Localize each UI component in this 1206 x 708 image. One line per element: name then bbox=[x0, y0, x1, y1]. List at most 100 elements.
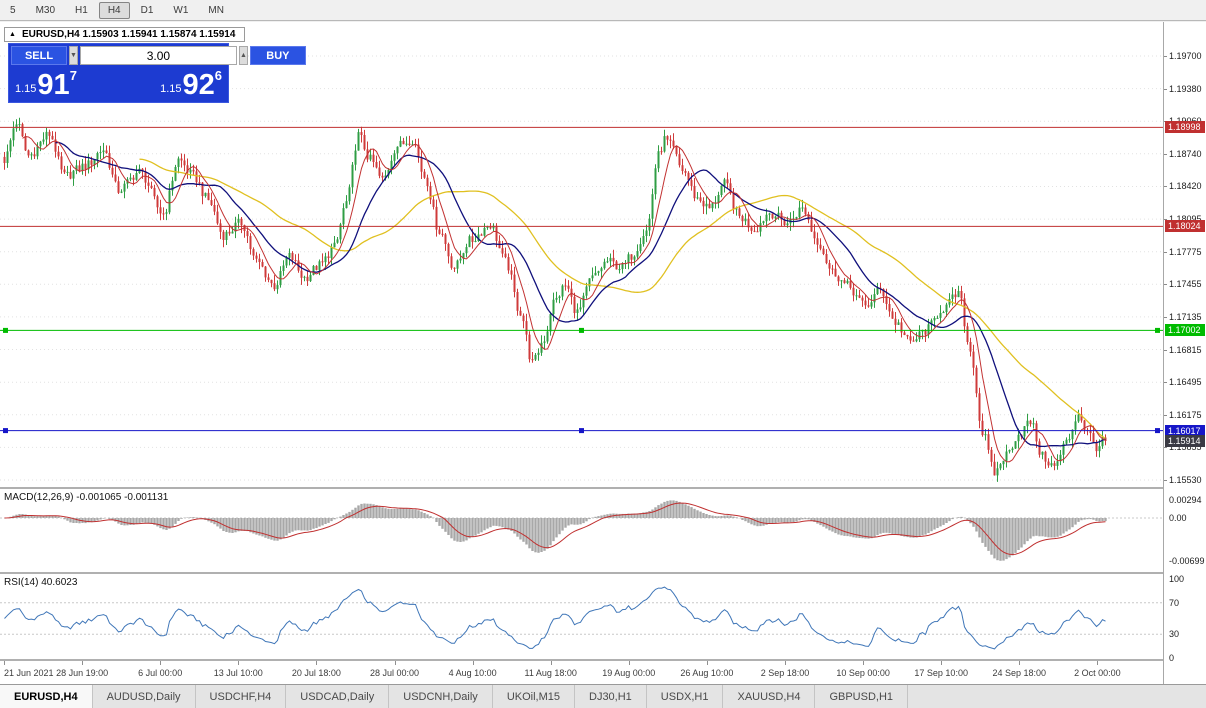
candlestick-chart[interactable] bbox=[0, 22, 1163, 487]
chart-tab-USDCAD-Daily[interactable]: USDCAD,Daily bbox=[286, 685, 390, 708]
rsi-axis-label: 0 bbox=[1169, 653, 1175, 663]
time-axis-label: 4 Aug 10:00 bbox=[448, 668, 497, 678]
price-axis-label: 1.18740 bbox=[1169, 148, 1202, 159]
scale-separator bbox=[1163, 22, 1164, 684]
time-axis-tick bbox=[238, 661, 240, 665]
hline-handle bbox=[3, 428, 8, 434]
price-axis-tick bbox=[1164, 56, 1167, 57]
time-axis-tick bbox=[1019, 661, 1021, 665]
rsi-axis-label: 30 bbox=[1169, 629, 1180, 640]
sell-price: 1.15 91 7 bbox=[15, 67, 77, 100]
time-axis-label: 2 Sep 18:00 bbox=[760, 668, 810, 678]
price-axis-label: 1.18420 bbox=[1169, 181, 1202, 192]
main-chart-panel[interactable]: ▲ EURUSD,H4 1.15903 1.15941 1.15874 1.15… bbox=[0, 22, 1163, 487]
hline-price-tag: 1.18998 bbox=[1165, 121, 1205, 134]
time-axis-label: 28 Jun 19:00 bbox=[56, 668, 109, 678]
sell-button[interactable]: SELL bbox=[11, 46, 67, 65]
timeframe-button-H1[interactable]: H1 bbox=[75, 4, 88, 16]
collapse-trade-panel-icon[interactable]: ▲ bbox=[9, 31, 16, 38]
buy-price-big: 92 bbox=[182, 69, 215, 101]
hline-handle bbox=[1155, 428, 1160, 434]
price-axis[interactable]: 1.19700 1.19380 1.19060 1.18740 1.18420 1.180… bbox=[1164, 22, 1206, 684]
chart-tab-AUDUSD-Daily[interactable]: AUDUSD,Daily bbox=[93, 685, 196, 708]
chart-title-box: ▲ EURUSD,H4 1.15903 1.15941 1.15874 1.15… bbox=[4, 27, 246, 42]
panel-separator bbox=[0, 487, 1206, 489]
time-axis-label: 19 Aug 00:00 bbox=[602, 668, 656, 678]
price-axis-label: 1.19060 bbox=[1169, 116, 1202, 126]
timeframe-button-H4[interactable]: H4 bbox=[98, 1, 130, 19]
chart-tab-XAUUSD-H4[interactable]: XAUUSD,H4 bbox=[723, 685, 816, 708]
price-axis-tick bbox=[1164, 447, 1167, 449]
time-axis-label: 28 Jul 00:00 bbox=[369, 668, 420, 678]
chart-tab-DJ30-H1[interactable]: DJ30,H1 bbox=[575, 685, 647, 708]
macd-histogram bbox=[6, 500, 1107, 561]
rsi-axis-label: 100 bbox=[1169, 574, 1185, 584]
chart-tab-USDCNH-Daily[interactable]: USDCNH,Daily bbox=[389, 685, 493, 708]
rsi-plot[interactable] bbox=[0, 574, 1163, 659]
time-axis-label: 24 Sep 18:00 bbox=[992, 668, 1047, 678]
buy-price: 1.15 92 6 bbox=[160, 67, 222, 100]
timeframe-toolbar: 5 M30 H1 H4 D1 W1 MN bbox=[0, 0, 1206, 21]
chart-tab-EURUSD-H4[interactable]: EURUSD,H4 bbox=[0, 685, 93, 708]
price-axis-tick bbox=[1164, 349, 1167, 351]
hline-price-tag: 1.16017 bbox=[1165, 424, 1205, 437]
time-axis-tick bbox=[785, 661, 786, 665]
buy-price-prefix: 1.15 bbox=[160, 83, 182, 95]
time-axis-label: 6 Jul 00:00 bbox=[138, 668, 183, 678]
horizontal-price-lines[interactable] bbox=[0, 126, 1163, 434]
time-axis-tick bbox=[394, 661, 396, 665]
time-axis-label: 20 Jul 18:00 bbox=[291, 668, 341, 678]
hline-handle bbox=[1155, 327, 1160, 333]
macd-axis-label: -0.00699 bbox=[1169, 555, 1205, 566]
price-axis-label: 1.16815 bbox=[1169, 344, 1202, 355]
macd-plot[interactable] bbox=[0, 489, 1163, 572]
price-axis-label: 1.17775 bbox=[1169, 246, 1202, 257]
macd-label: MACD(12,26,9) -0.001065 -0.001131 bbox=[4, 492, 169, 503]
chart-tab-GBPUSD-H1[interactable]: GBPUSD,H1 bbox=[815, 685, 909, 708]
buy-price-sup: 6 bbox=[214, 68, 222, 83]
lot-size-input[interactable] bbox=[79, 46, 237, 65]
hline-handle bbox=[3, 327, 8, 333]
chart-ohlc-title: EURUSD,H4 1.15903 1.15941 1.15874 1.1591… bbox=[21, 29, 236, 40]
macd-signal-line bbox=[4, 502, 1106, 556]
rsi-indicator-panel[interactable]: RSI(14) 40.6023 bbox=[0, 574, 1163, 659]
time-axis-label: 21 Jun 2021 bbox=[4, 668, 54, 678]
price-axis-tick bbox=[1164, 251, 1167, 253]
lot-decrease-button[interactable]: ▼ bbox=[69, 46, 78, 65]
timeframe-button-D1[interactable]: D1 bbox=[140, 4, 154, 16]
time-axis[interactable]: 21 Jun 2021 28 Jun 19:00 6 Jul 00:00 13 Jul… bbox=[0, 661, 1163, 684]
trade-panel-prices: 1.15 91 7 1.15 92 6 bbox=[9, 67, 228, 102]
timeframe-button-MN[interactable]: MN bbox=[208, 4, 224, 16]
price-axis-tick bbox=[1164, 414, 1167, 416]
chart-tab-USDCHF-H4[interactable]: USDCHF,H4 bbox=[196, 685, 287, 708]
sell-price-sup: 7 bbox=[69, 68, 77, 83]
rsi-line bbox=[4, 586, 1106, 650]
moving-average-lines bbox=[22, 135, 1106, 463]
price-axis-tick bbox=[1164, 88, 1167, 90]
current-price-tag: 1.15914 bbox=[1165, 435, 1205, 447]
macd-indicator-panel[interactable]: MACD(12,26,9) -0.001065 -0.001131 bbox=[0, 489, 1163, 572]
price-axis-label: 1.15855 bbox=[1169, 442, 1202, 453]
buy-button[interactable]: BUY bbox=[249, 46, 306, 65]
time-axis-label: 2 Oct 00:00 bbox=[1074, 668, 1121, 678]
chart-tab-USDX-H1[interactable]: USDX,H1 bbox=[647, 685, 724, 708]
price-axis-label: 1.16175 bbox=[1169, 409, 1202, 420]
time-axis-tick bbox=[550, 661, 552, 665]
timeframe-button-M30[interactable]: M30 bbox=[35, 4, 56, 16]
time-axis-tick bbox=[160, 661, 162, 665]
chart-tab-UKOil-M15[interactable]: UKOil,M15 bbox=[493, 685, 575, 708]
panel-separator bbox=[0, 659, 1206, 661]
price-axis-tick bbox=[1164, 284, 1167, 286]
price-axis-label: 1.17455 bbox=[1169, 279, 1202, 290]
hline-price-tag: 1.17002 bbox=[1165, 324, 1205, 337]
time-axis-label: 10 Sep 00:00 bbox=[836, 668, 890, 678]
timeframe-button-W1[interactable]: W1 bbox=[173, 4, 189, 16]
lot-increase-button[interactable]: ▲ bbox=[238, 46, 248, 65]
time-axis-tick bbox=[316, 661, 318, 665]
price-axis-label: 1.18095 bbox=[1169, 214, 1202, 225]
one-click-trading-panel: SELL ▼ ▲ BUY 1.15 91 7 1.15 92 6 bbox=[8, 43, 306, 103]
timeframe-button-5[interactable]: 5 bbox=[10, 4, 16, 16]
candles[interactable] bbox=[3, 117, 1107, 482]
time-axis-tick bbox=[1097, 661, 1099, 665]
